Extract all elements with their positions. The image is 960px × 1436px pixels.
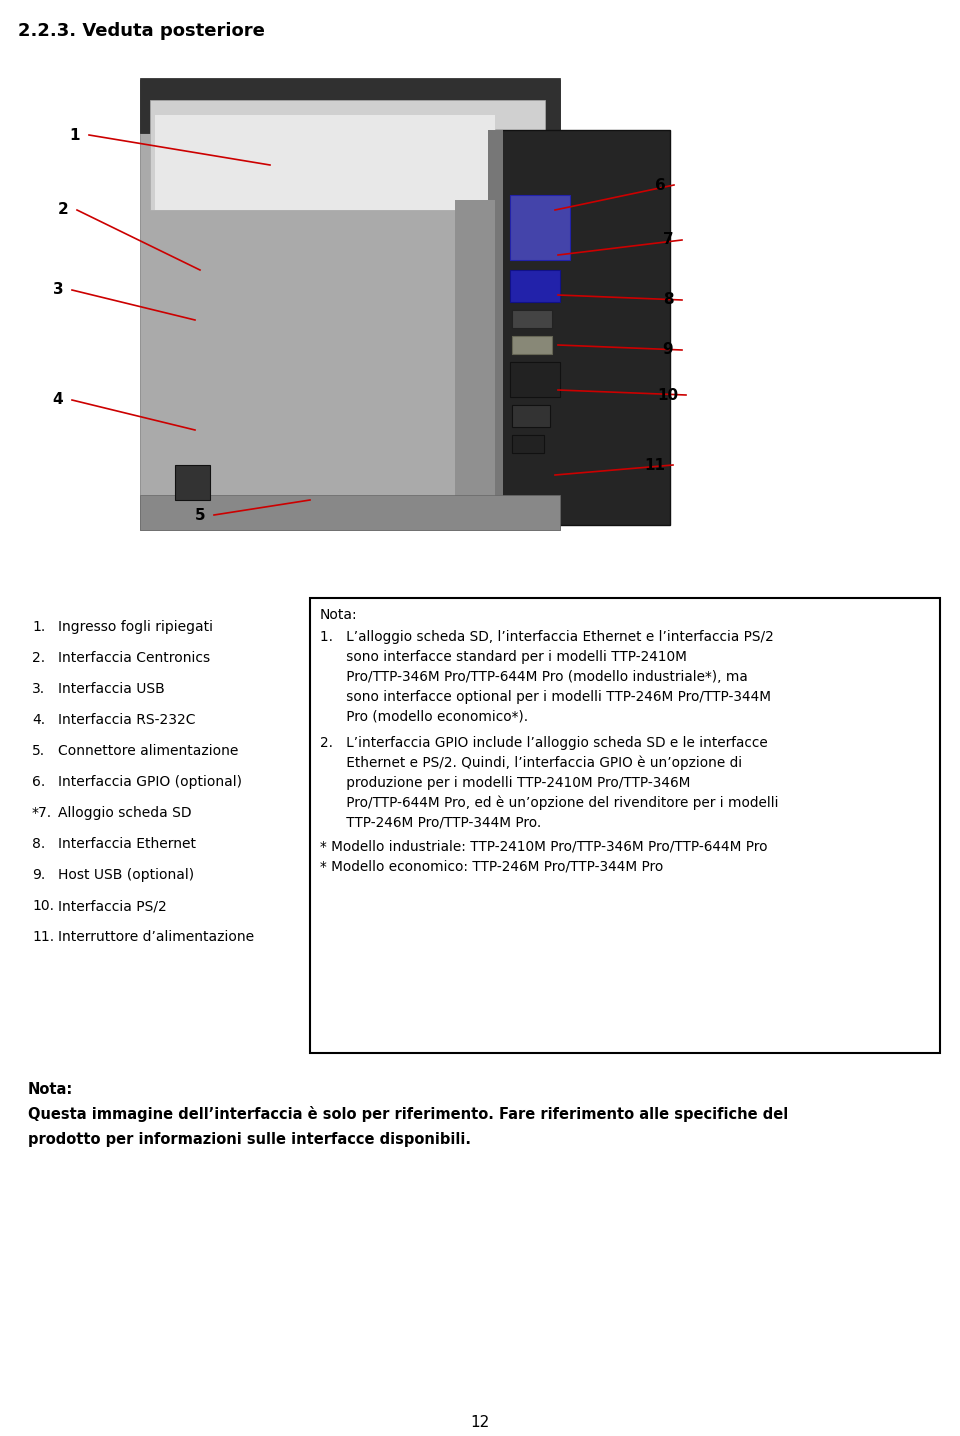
Text: 8.: 8. <box>32 837 45 852</box>
Bar <box>512 435 544 452</box>
Bar <box>155 115 495 210</box>
Text: produzione per i modelli TTP-2410M Pro/TTP-346M: produzione per i modelli TTP-2410M Pro/T… <box>320 775 690 790</box>
Bar <box>512 336 552 355</box>
Bar <box>512 310 552 327</box>
Text: Interfaccia Ethernet: Interfaccia Ethernet <box>58 837 196 852</box>
Text: 10.: 10. <box>32 899 54 913</box>
Text: Ethernet e PS/2. Quindi, l’interfaccia GPIO è un’opzione di: Ethernet e PS/2. Quindi, l’interfaccia G… <box>320 755 742 771</box>
Text: Interfaccia USB: Interfaccia USB <box>58 682 165 696</box>
Bar <box>512 405 550 426</box>
Text: 11: 11 <box>644 458 665 472</box>
Bar <box>495 131 670 526</box>
Text: 10: 10 <box>658 388 679 402</box>
Text: * Modello economico: TTP-246M Pro/TTP-344M Pro: * Modello economico: TTP-246M Pro/TTP-34… <box>320 860 663 875</box>
Text: 1.: 1. <box>32 620 45 635</box>
Text: Alloggio scheda SD: Alloggio scheda SD <box>58 806 192 820</box>
Text: Host USB (optional): Host USB (optional) <box>58 867 194 882</box>
Text: 2.2.3. Veduta posteriore: 2.2.3. Veduta posteriore <box>18 22 265 40</box>
Text: 8: 8 <box>662 293 673 307</box>
Text: Nota:: Nota: <box>320 607 358 622</box>
Text: Interfaccia PS/2: Interfaccia PS/2 <box>58 899 167 913</box>
Text: 5: 5 <box>195 507 205 523</box>
Bar <box>455 200 495 500</box>
Text: Questa immagine dell’interfaccia è solo per riferimento. Fare riferimento alle s: Questa immagine dell’interfaccia è solo … <box>28 1106 788 1122</box>
Bar <box>140 78 560 134</box>
Text: 9.: 9. <box>32 867 45 882</box>
Text: sono interfacce optional per i modelli TTP-246M Pro/TTP-344M: sono interfacce optional per i modelli T… <box>320 691 771 704</box>
Text: sono interfacce standard per i modelli TTP-2410M: sono interfacce standard per i modelli T… <box>320 651 686 663</box>
Text: 3: 3 <box>53 283 63 297</box>
Bar <box>510 270 560 302</box>
Text: 2.: 2. <box>32 651 45 665</box>
Text: Nota:: Nota: <box>28 1081 73 1097</box>
Text: 12: 12 <box>470 1414 490 1430</box>
Text: Interfaccia GPIO (optional): Interfaccia GPIO (optional) <box>58 775 242 788</box>
Bar <box>175 465 210 500</box>
Bar <box>150 101 545 210</box>
Text: 6: 6 <box>655 178 665 192</box>
Text: 9: 9 <box>662 343 673 358</box>
Text: 4.: 4. <box>32 714 45 727</box>
Text: Pro/TTP-644M Pro, ed è un’opzione del rivenditore per i modelli: Pro/TTP-644M Pro, ed è un’opzione del ri… <box>320 796 779 810</box>
Text: 5.: 5. <box>32 744 45 758</box>
Bar <box>140 80 560 530</box>
Text: prodotto per informazioni sulle interfacce disponibili.: prodotto per informazioni sulle interfac… <box>28 1132 471 1147</box>
Bar <box>510 195 570 260</box>
Text: Pro/TTP-346M Pro/TTP-644M Pro (modello industriale*), ma: Pro/TTP-346M Pro/TTP-644M Pro (modello i… <box>320 671 748 684</box>
Text: 4: 4 <box>53 392 63 408</box>
Text: TTP-246M Pro/TTP-344M Pro.: TTP-246M Pro/TTP-344M Pro. <box>320 816 541 830</box>
Text: 2.   L’interfaccia GPIO include l’alloggio scheda SD e le interfacce: 2. L’interfaccia GPIO include l’alloggio… <box>320 737 768 750</box>
Text: 7: 7 <box>662 233 673 247</box>
Text: Pro (modello economico*).: Pro (modello economico*). <box>320 709 528 724</box>
Text: Ingresso fogli ripiegati: Ingresso fogli ripiegati <box>58 620 213 635</box>
Text: 1.   L’alloggio scheda SD, l’interfaccia Ethernet e l’interfaccia PS/2: 1. L’alloggio scheda SD, l’interfaccia E… <box>320 630 774 643</box>
Text: Interfaccia Centronics: Interfaccia Centronics <box>58 651 210 665</box>
Text: * Modello industriale: TTP-2410M Pro/TTP-346M Pro/TTP-644M Pro: * Modello industriale: TTP-2410M Pro/TTP… <box>320 840 767 854</box>
Text: Interruttore d’alimentazione: Interruttore d’alimentazione <box>58 931 254 943</box>
Bar <box>488 131 503 526</box>
Bar <box>510 362 560 396</box>
Text: *7.: *7. <box>32 806 52 820</box>
Text: Connettore alimentazione: Connettore alimentazione <box>58 744 238 758</box>
Bar <box>140 495 560 530</box>
Text: 1: 1 <box>70 128 81 142</box>
Text: 2: 2 <box>58 202 68 217</box>
Text: 6.: 6. <box>32 775 45 788</box>
Bar <box>310 597 940 1053</box>
Text: 11.: 11. <box>32 931 54 943</box>
Text: Interfaccia RS-232C: Interfaccia RS-232C <box>58 714 196 727</box>
Text: 3.: 3. <box>32 682 45 696</box>
